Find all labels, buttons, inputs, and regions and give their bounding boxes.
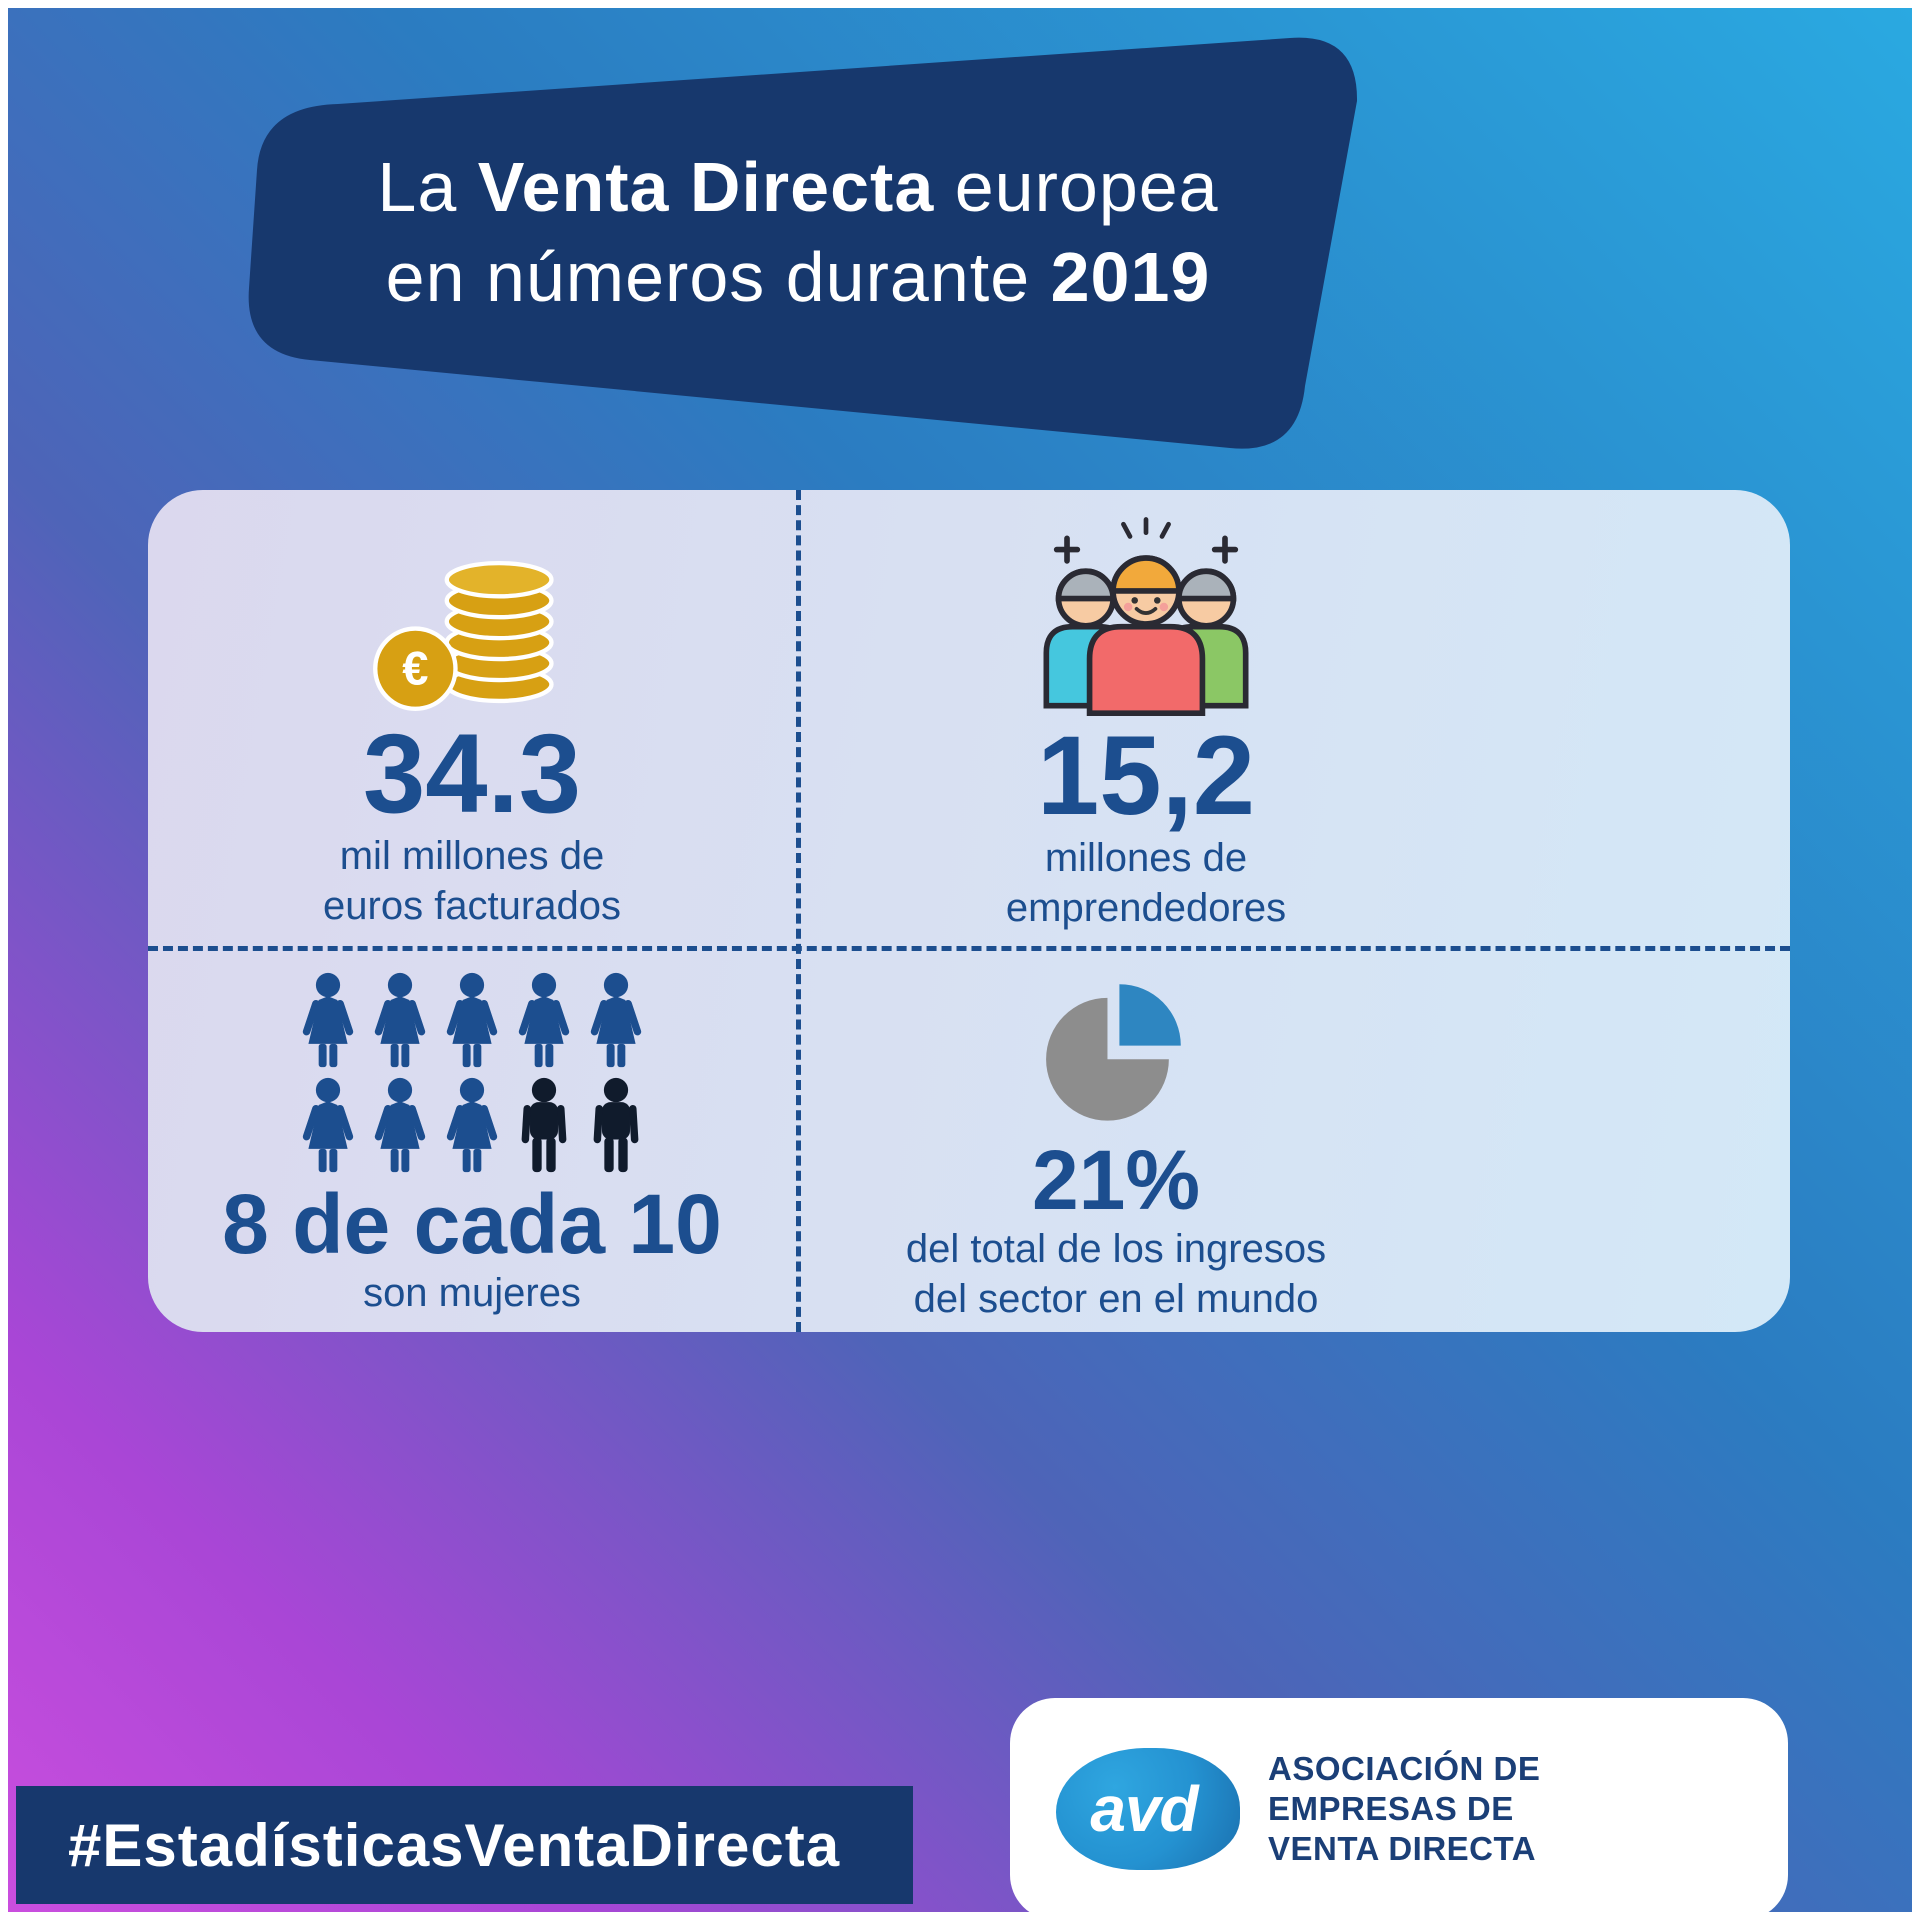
background-gradient: La Venta Directa europea en números dura… [8, 8, 1912, 1920]
women-pictogram [296, 972, 648, 1174]
avd-logo-text: avd [1090, 1773, 1198, 1845]
entrepreneurs-label-line2: emprendedores [1005, 886, 1287, 931]
avd-logo-icon: avd [1056, 1748, 1240, 1870]
title-line-2: en números durante 2019 [348, 232, 1248, 322]
org-name-line1: ASOCIACIÓN DE [1268, 1750, 1541, 1787]
stat-world-share: 21% del total de los ingresos del sector… [796, 946, 1436, 1332]
women-value: 8 de cada 10 [222, 1177, 722, 1271]
stat-women: 8 de cada 10 son mujeres [148, 946, 796, 1332]
world-share-label-line1: del total de los ingresos [905, 1227, 1327, 1272]
world-share-label-line2: del sector en el mundo [913, 1277, 1319, 1322]
woman-figure-icon [587, 972, 645, 1069]
euro-coins-icon: € [372, 560, 554, 711]
revenue-value: 34.3 [363, 711, 581, 836]
stat-entrepreneurs: 15,2 millones de emprendedores [796, 490, 1496, 946]
woman-figure-icon [299, 972, 357, 1069]
svg-text:€: € [402, 641, 428, 694]
entrepreneurs-value: 15,2 [1037, 713, 1255, 838]
vertical-dashed-divider [796, 490, 801, 1332]
woman-figure-icon [443, 1077, 501, 1174]
hashtag-bar: #EstadísticasVentaDirecta [16, 1786, 913, 1904]
hashtag-text: #EstadísticasVentaDirecta [68, 1811, 841, 1879]
org-name: ASOCIACIÓN DE EMPRESAS DE VENTA DIRECTA [1268, 1749, 1540, 1869]
world-share-value: 21% [1031, 1133, 1201, 1227]
title-seg-year: 2019 [1050, 238, 1211, 316]
org-name-line2: EMPRESAS DE [1268, 1790, 1514, 1827]
women-label-line1: son mujeres [363, 1271, 581, 1316]
title-seg-4: en números durante [385, 238, 1051, 316]
woman-figure-icon [299, 1077, 357, 1174]
entrepreneurs-icon [1043, 517, 1249, 717]
avd-logo-card: avd ASOCIACIÓN DE EMPRESAS DE VENTA DIRE… [1010, 1698, 1788, 1920]
stats-card: € 34.3 mil millones de euros facturados [148, 490, 1790, 1332]
stat-revenue: € 34.3 mil millones de euros facturados [148, 490, 796, 946]
man-figure-icon [515, 1077, 573, 1174]
title-seg-venta-directa: Venta Directa [477, 148, 935, 226]
title-plaque [248, 37, 1358, 449]
horizontal-dashed-divider [148, 946, 1790, 951]
man-figure-icon [587, 1077, 645, 1174]
woman-figure-icon [515, 972, 573, 1069]
title-seg-3: europea [934, 148, 1219, 226]
entrepreneurs-label-line1: millones de [1044, 836, 1248, 881]
woman-figure-icon [443, 972, 501, 1069]
org-name-line3: VENTA DIRECTA [1268, 1830, 1537, 1867]
woman-figure-icon [371, 972, 429, 1069]
woman-figure-icon [371, 1077, 429, 1174]
title-seg-1: La [377, 148, 478, 226]
revenue-label-line2: euros facturados [323, 884, 621, 929]
title-line-1: La Venta Directa europea [348, 142, 1248, 232]
infographic-title: La Venta Directa europea en números dura… [348, 142, 1248, 322]
pie-chart-icon [1046, 984, 1181, 1121]
revenue-label-line1: mil millones de [339, 834, 605, 879]
